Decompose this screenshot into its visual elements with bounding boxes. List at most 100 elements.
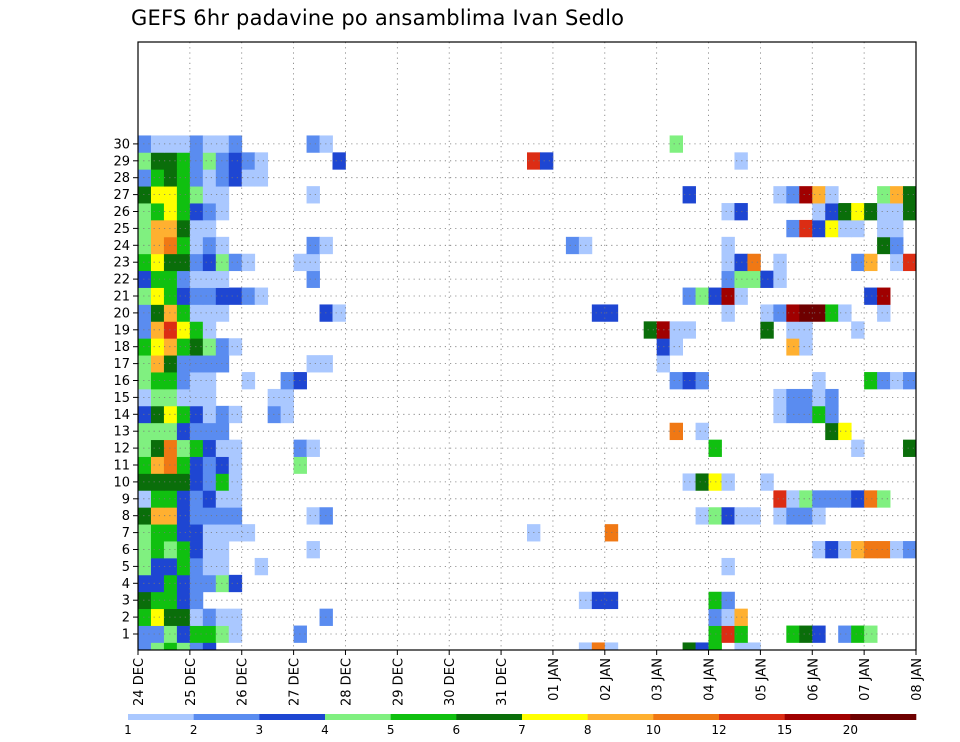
cell-m29-t1 <box>150 152 165 170</box>
cell-m10-t5 <box>202 473 217 491</box>
cell-m26-t5 <box>202 203 217 221</box>
cell-m20-t35 <box>591 304 606 322</box>
cell-m24-t6 <box>215 236 230 255</box>
colorbar-swatch <box>390 714 457 720</box>
cell-m18-t7 <box>228 338 243 356</box>
cell-m19-t1 <box>150 321 165 339</box>
cell-m18-t0 <box>138 338 152 356</box>
y-tick-label: 15 <box>113 391 130 406</box>
x-tick-label: 07 JAN <box>858 658 873 701</box>
cell-m0-t5 <box>202 642 217 651</box>
cell-m6-t3 <box>176 541 191 559</box>
cell-m8-t43 <box>695 507 709 525</box>
cell-m9-t53 <box>825 490 839 508</box>
cell-m12-t6 <box>215 439 230 457</box>
cell-m21-t43 <box>695 287 709 305</box>
x-tick-label: 27 DEC <box>288 658 303 706</box>
colorbar-label: 2 <box>190 723 198 737</box>
chart-title: GEFS 6hr padavine po ansamblima Ivan Sed… <box>131 6 625 30</box>
cell-m4-t5 <box>202 574 217 593</box>
cell-m11-t2 <box>163 456 178 474</box>
cell-m3-t1 <box>150 591 165 610</box>
cell-m4-t2 <box>163 574 178 593</box>
cell-m8-t1 <box>150 507 165 525</box>
y-tick-label: 25 <box>113 222 130 237</box>
cell-m21-t1 <box>150 287 165 305</box>
cell-m22-t49 <box>773 270 787 288</box>
cell-m0-t47 <box>747 642 761 651</box>
cell-m28-t9 <box>254 169 269 187</box>
cell-m16-t58 <box>890 372 904 390</box>
cell-m11-t1 <box>150 456 165 474</box>
cell-m4-t6 <box>215 574 230 593</box>
colorbar-swatch <box>325 714 391 720</box>
colorbar-label: 12 <box>711 723 726 737</box>
cell-m10-t48 <box>760 473 774 491</box>
y-tick-label: 12 <box>113 442 130 457</box>
cell-m15-t49 <box>773 388 787 407</box>
cell-m2-t3 <box>176 608 191 626</box>
cell-m29-t3 <box>176 152 191 170</box>
cell-m28-t0 <box>138 169 152 187</box>
cell-m21-t56 <box>864 287 878 305</box>
cell-m11-t5 <box>202 456 217 474</box>
cell-m14-t3 <box>176 405 191 424</box>
cell-m8-t6 <box>215 507 230 525</box>
cell-m15-t4 <box>189 388 204 407</box>
cell-m4-t3 <box>176 574 191 593</box>
cell-m26-t46 <box>734 203 748 221</box>
cell-m18-t1 <box>150 338 165 356</box>
cell-m23-t45 <box>721 253 735 272</box>
cell-m8-t7 <box>228 507 243 525</box>
cell-m29-t6 <box>215 152 230 170</box>
cell-m3-t4 <box>189 591 204 610</box>
cell-m0-t34 <box>578 642 593 651</box>
colorbar-swatch <box>653 714 720 720</box>
cell-m29-t2 <box>163 152 178 170</box>
y-tick-label: 27 <box>113 188 130 203</box>
cell-m0-t42 <box>682 642 696 651</box>
x-tick-label: 01 JAN <box>547 658 562 701</box>
cell-m15-t0 <box>138 388 152 407</box>
cell-m23-t6 <box>215 253 230 272</box>
cell-m23-t55 <box>851 253 865 272</box>
cell-m19-t55 <box>851 321 865 339</box>
cell-m30-t41 <box>669 135 683 153</box>
cell-m18-t6 <box>215 338 230 356</box>
cell-m17-t6 <box>215 355 230 373</box>
cell-m14-t5 <box>202 405 217 424</box>
cell-m22-t2 <box>163 270 178 288</box>
cell-m14-t4 <box>189 405 204 424</box>
cell-m20-t48 <box>760 304 774 322</box>
cell-m27-t53 <box>825 186 839 204</box>
cell-m3-t0 <box>138 591 152 610</box>
cell-m22-t13 <box>306 270 320 288</box>
cell-m15-t53 <box>825 388 839 407</box>
cell-m8-t52 <box>812 507 826 525</box>
cell-m5-t0 <box>138 557 152 576</box>
x-axis: 24 DEC 25 DEC 26 DEC 27 DEC 28 DEC 29 DEC 30 D… <box>132 650 925 706</box>
cell-m14-t7 <box>228 405 243 424</box>
cell-m19-t4 <box>189 321 204 339</box>
cell-m16-t3 <box>176 372 191 390</box>
cell-m12-t0 <box>138 439 152 457</box>
colorbar-label: 10 <box>646 723 661 737</box>
cell-m2-t4 <box>189 608 204 626</box>
y-tick-label: 6 <box>122 543 130 558</box>
cell-m21-t45 <box>721 287 735 305</box>
cell-m8-t50 <box>786 507 800 525</box>
cell-m9-t55 <box>851 490 865 508</box>
colorbar-swatch <box>850 714 917 720</box>
cell-m7-t5 <box>202 524 217 542</box>
cell-m11-t3 <box>176 456 191 474</box>
cell-m16-t59 <box>903 372 917 390</box>
cell-m0-t1 <box>150 642 165 651</box>
y-tick-label: 21 <box>113 290 130 305</box>
cell-m5-t9 <box>254 557 269 576</box>
cell-m3-t3 <box>176 591 191 610</box>
cell-m14-t1 <box>150 405 165 424</box>
cell-m14-t11 <box>280 405 294 424</box>
cell-m21-t5 <box>202 287 217 305</box>
cell-m12-t55 <box>851 439 865 457</box>
cell-m7-t4 <box>189 524 204 542</box>
